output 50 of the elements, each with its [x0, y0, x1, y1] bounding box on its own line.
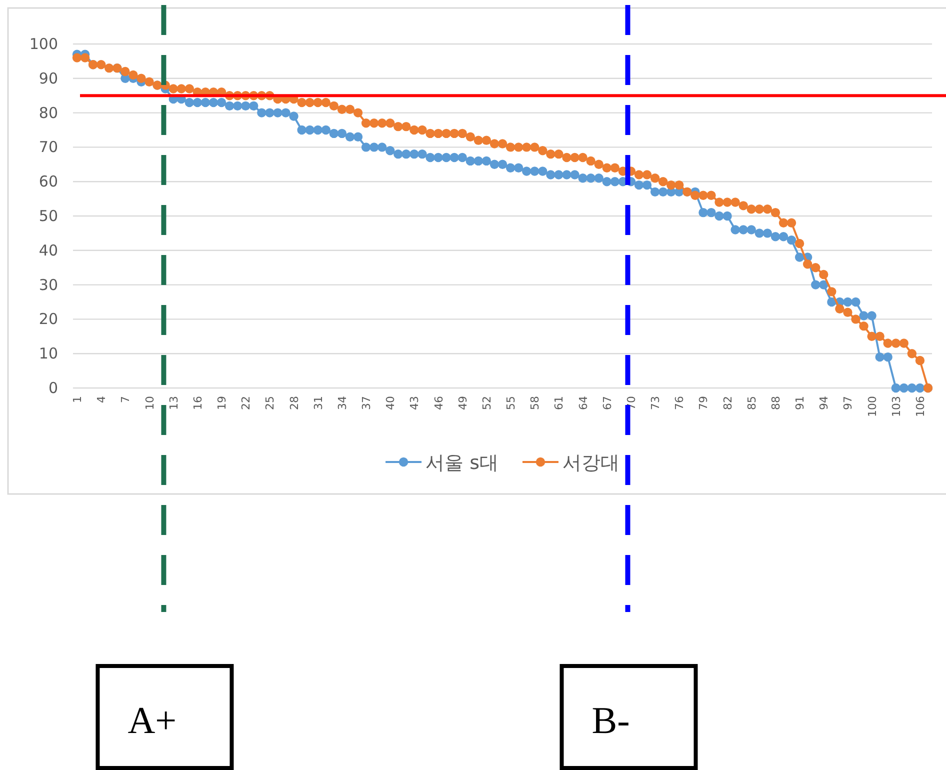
x-tick-label: 67: [600, 396, 614, 410]
x-tick-label: 61: [552, 396, 566, 410]
x-tick-label: 91: [794, 396, 807, 410]
x-tick-label: 97: [842, 396, 855, 410]
x-tick-label: 49: [456, 396, 470, 410]
x-tick-label: 43: [408, 396, 422, 410]
x-tick-label: 7: [119, 396, 132, 403]
x-tick-label: 10: [143, 396, 156, 410]
legend-label: 서강대: [562, 452, 620, 474]
x-tick-label: 106: [914, 396, 927, 417]
x-tick-label: 19: [216, 396, 229, 410]
ref-line-label: B-: [592, 700, 630, 742]
x-tick-label: 73: [649, 396, 662, 410]
x-tick-label: 40: [384, 396, 398, 410]
x-tick-label: 55: [504, 396, 518, 410]
x-tick-label: 76: [673, 396, 686, 410]
x-tick-label: 13: [167, 396, 180, 410]
ref-line-label: A+: [128, 700, 177, 742]
x-tick-label: 34: [336, 396, 349, 410]
y-tick-label: 70: [38, 138, 58, 156]
y-tick-label: 30: [38, 276, 58, 294]
x-tick-label: 4: [95, 396, 108, 403]
x-tick-label: 52: [480, 396, 494, 410]
x-tick-label: 103: [890, 396, 903, 417]
x-tick-label: 22: [240, 396, 253, 410]
x-tick-label: 85: [745, 396, 758, 410]
y-tick-label: 80: [38, 104, 58, 122]
y-tick-label: 90: [38, 69, 58, 88]
y-tick-label: 40: [38, 241, 58, 260]
x-tick-label: 28: [288, 396, 301, 410]
x-tick-label: 31: [312, 396, 325, 410]
x-tick-label: 37: [360, 396, 374, 410]
legend-label: 서울 s대: [426, 452, 498, 474]
x-tick-label: 100: [866, 396, 879, 417]
y-tick-label: 20: [38, 310, 58, 328]
x-tick-label: 88: [769, 396, 782, 410]
x-tick-label: 16: [191, 396, 204, 410]
x-tick-label: 64: [576, 396, 590, 410]
x-tick-label: 79: [697, 396, 710, 410]
y-tick-label: 10: [38, 344, 58, 363]
x-tick-label: 58: [528, 396, 542, 410]
x-tick-label: 94: [818, 396, 831, 410]
y-tick-label: 0: [48, 379, 58, 397]
x-tick-label: 1: [71, 396, 84, 403]
y-tick-label: 100: [29, 35, 58, 53]
y-tick-label: 60: [38, 172, 58, 191]
y-tick-label: 50: [38, 207, 58, 225]
x-tick-label: 82: [721, 396, 734, 410]
x-tick-label: 46: [432, 396, 446, 410]
x-tick-label: 25: [264, 396, 277, 410]
